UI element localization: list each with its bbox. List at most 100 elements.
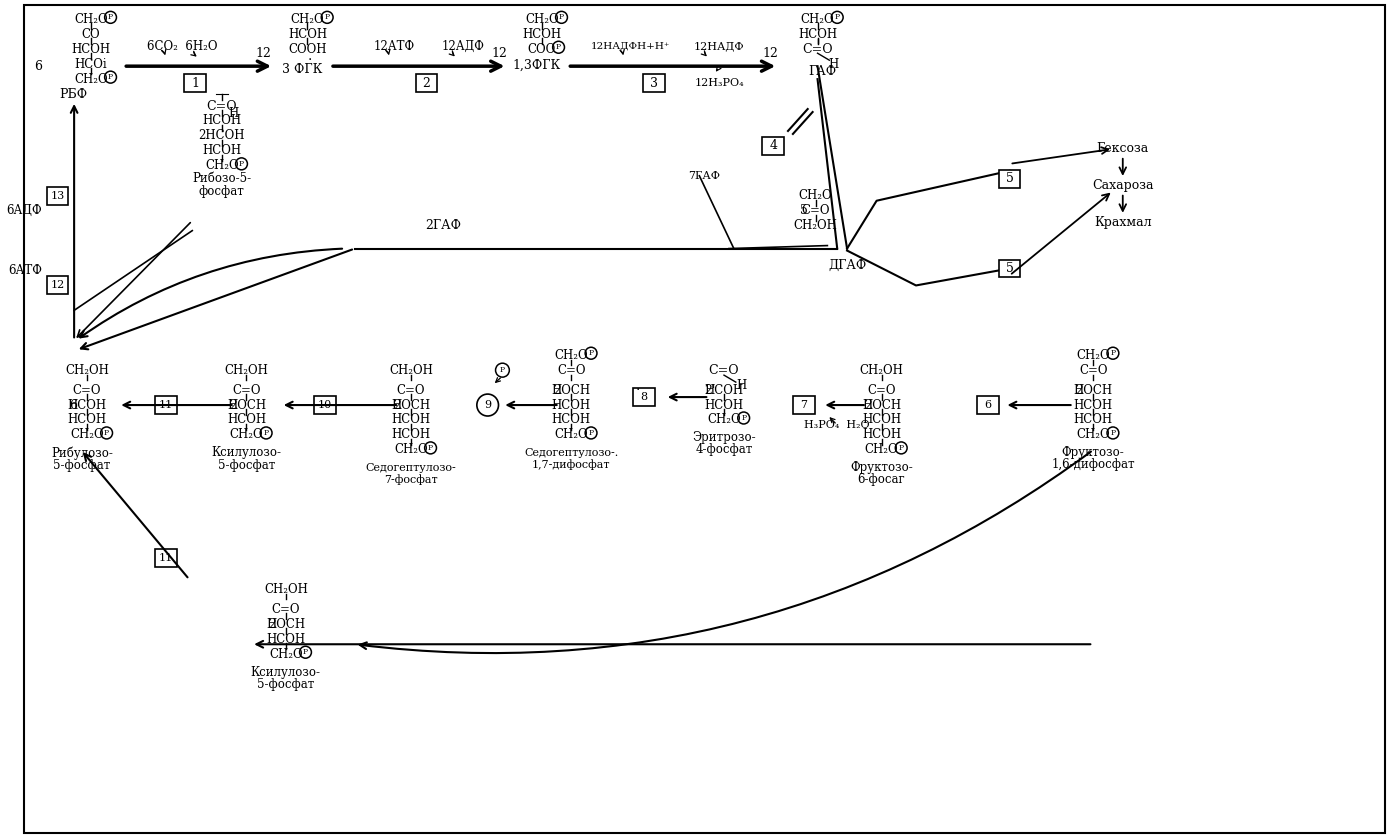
Text: 6: 6 (33, 60, 42, 73)
Text: C=O: C=O (72, 383, 102, 397)
Text: HCOH: HCOH (71, 43, 110, 55)
Text: 12АТФ: 12АТФ (374, 39, 415, 53)
Text: Сахароза: Сахароза (1092, 180, 1153, 192)
Text: C=O: C=O (1079, 363, 1107, 377)
Text: HOCH: HOCH (1074, 383, 1113, 397)
FancyBboxPatch shape (999, 259, 1021, 278)
Text: 8: 8 (641, 392, 648, 402)
Text: HCOH: HCOH (522, 28, 562, 41)
Text: CH₂O: CH₂O (524, 13, 559, 26)
Text: CH₂O: CH₂O (394, 443, 427, 456)
Text: P: P (588, 349, 594, 357)
Text: 1,3ФГК: 1,3ФГК (513, 59, 561, 71)
Text: HCOH: HCOH (202, 114, 242, 128)
Text: CH₂O: CH₂O (707, 414, 741, 426)
Text: P: P (263, 429, 268, 437)
Text: Ксилулозо-: Ксилулозо- (250, 665, 321, 679)
FancyBboxPatch shape (46, 277, 68, 294)
Text: CH₂OH: CH₂OH (794, 219, 837, 232)
Text: 7: 7 (800, 400, 807, 410)
Text: 6: 6 (70, 399, 77, 412)
Text: C=O: C=O (396, 383, 426, 397)
Text: Ксилулозо-: Ксилулозо- (211, 446, 281, 460)
Text: 5: 5 (800, 204, 808, 217)
Text: P: P (1110, 429, 1116, 437)
Text: CO: CO (82, 28, 100, 41)
Text: P: P (556, 44, 561, 51)
Text: 12: 12 (762, 47, 778, 60)
FancyBboxPatch shape (793, 396, 815, 414)
Text: HCOH: HCOH (798, 28, 837, 41)
Text: HCOH: HCOH (391, 414, 430, 426)
Text: HCOH: HCOH (1074, 414, 1113, 426)
Text: HCOH: HCOH (552, 414, 591, 426)
Text: H₃PO₄  H₂O: H₃PO₄ H₂O (804, 420, 869, 430)
Text: 2: 2 (228, 399, 236, 412)
Text: CH₂OH: CH₂OH (389, 363, 433, 377)
Text: P: P (108, 13, 113, 21)
Text: P: P (588, 429, 594, 437)
Text: P: P (499, 366, 505, 374)
Text: HCOH: HCOH (227, 414, 266, 426)
Text: C=O: C=O (232, 383, 260, 397)
Text: C=O: C=O (867, 383, 896, 397)
Text: COO: COO (527, 43, 556, 55)
Text: H: H (737, 378, 747, 392)
Text: ГАФ: ГАФ (808, 65, 836, 78)
Text: 11: 11 (159, 400, 172, 410)
FancyBboxPatch shape (185, 74, 206, 92)
FancyBboxPatch shape (976, 396, 999, 414)
Text: CH₂O: CH₂O (798, 190, 832, 202)
Text: C=O: C=O (271, 603, 300, 616)
Text: CH₂O: CH₂O (291, 13, 324, 26)
Text: CH₂O: CH₂O (865, 443, 899, 456)
Text: HCOH: HCOH (266, 633, 306, 646)
Text: 12НАДФ: 12НАДФ (694, 41, 744, 51)
Text: 11: 11 (159, 553, 172, 562)
Text: 12АДФ: 12АДФ (441, 39, 484, 53)
Text: Седогептулозо-.: Седогептулозо-. (524, 448, 619, 458)
Text: 2: 2 (554, 383, 562, 397)
Text: CH₂O: CH₂O (204, 159, 239, 172)
Text: HCOH: HCOH (67, 414, 107, 426)
Text: 1,7-дифосфат: 1,7-дифосфат (533, 460, 611, 470)
Text: 2: 2 (394, 399, 401, 412)
Text: HCOH: HCOH (704, 399, 744, 412)
Text: P: P (108, 73, 113, 81)
Text: CH₂O: CH₂O (74, 73, 107, 86)
Text: H: H (828, 58, 839, 70)
Text: P: P (1110, 349, 1116, 357)
Text: 2: 2 (423, 76, 431, 90)
FancyBboxPatch shape (643, 74, 665, 92)
Text: Седогептулозо-: Седогептулозо- (366, 463, 456, 473)
Text: C=O: C=O (801, 204, 830, 217)
Text: CH₂O: CH₂O (230, 429, 263, 441)
Text: 12: 12 (491, 47, 508, 60)
Text: 2': 2' (704, 383, 716, 397)
Text: HOCH: HOCH (266, 618, 306, 631)
Text: фосфат: фосфат (199, 185, 245, 198)
Text: HCOH: HCOH (552, 399, 591, 412)
Text: 5-фосфат: 5-фосфат (53, 459, 111, 472)
Text: 6: 6 (985, 400, 992, 410)
Text: CH₂OH: CH₂OH (264, 583, 307, 596)
Text: 2: 2 (268, 618, 275, 631)
Text: 4-фосфат: 4-фосфат (696, 443, 753, 456)
Text: 5-фосфат: 5-фосфат (218, 459, 275, 472)
Text: Крахмал: Крахмал (1093, 216, 1152, 229)
Text: 3 ФГК: 3 ФГК (282, 63, 323, 76)
Text: 9: 9 (484, 400, 491, 410)
Text: HCOH: HCOH (704, 383, 744, 397)
Text: Фруктозо-: Фруктозо- (850, 461, 912, 474)
Text: HCOH: HCOH (862, 414, 901, 426)
Text: 7ГАФ: 7ГАФ (689, 171, 721, 181)
Text: COOH: COOH (288, 43, 327, 55)
Text: CH₂O: CH₂O (74, 13, 107, 26)
FancyBboxPatch shape (314, 396, 337, 414)
Text: 2: 2 (864, 399, 872, 412)
Text: P: P (559, 13, 565, 21)
Text: 6АТФ: 6АТФ (8, 264, 42, 277)
FancyBboxPatch shape (633, 388, 655, 406)
Text: 12: 12 (50, 280, 64, 290)
Text: 6-фосаг: 6-фосаг (858, 473, 906, 487)
